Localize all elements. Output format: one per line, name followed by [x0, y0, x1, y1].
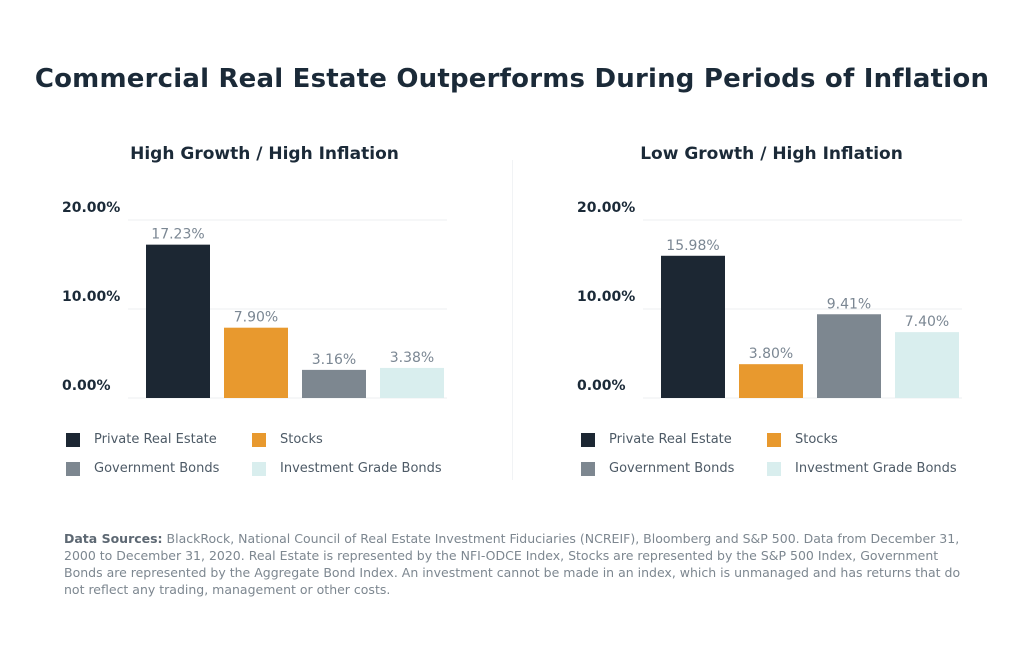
chart-panel-low-growth: Low Growth / High Inflation 0.00% 10.00% 2… [577, 140, 1007, 490]
legend-swatch [767, 432, 781, 447]
y-tick-label: 10.00% [577, 289, 635, 305]
legend-item-investment-grade-bonds: Investment Grade Bonds [252, 461, 442, 476]
bar-government-bonds [302, 369, 366, 398]
legend-label: Stocks [795, 432, 838, 447]
legend-item-private-real-estate: Private Real Estate [66, 432, 217, 447]
legend-item-investment-grade-bonds: Investment Grade Bonds [767, 461, 957, 476]
legend-swatch [66, 432, 80, 447]
panel-divider [512, 160, 513, 480]
legend-item-government-bonds: Government Bonds [581, 461, 734, 476]
data-sources-footnote: Data Sources: BlackRock, National Counci… [64, 530, 964, 598]
panel-title: Low Growth / High Inflation [640, 144, 903, 164]
bar-chart: 0.00% 10.00% 20.00% 17.23% 7.90% 3.16% 3.38% [62, 200, 447, 399]
data-label: 3.80% [749, 346, 793, 362]
data-label: 3.38% [390, 350, 434, 366]
y-tick-label: 20.00% [577, 200, 635, 216]
y-tick-label: 10.00% [62, 289, 120, 305]
chart-title: Commercial Real Estate Outperforms Durin… [34, 64, 990, 94]
bar-investment-grade-bonds [380, 367, 444, 398]
bar-stocks [224, 327, 288, 398]
legend-label: Government Bonds [94, 461, 220, 476]
data-label: 17.23% [151, 227, 204, 243]
data-label: 3.16% [312, 352, 356, 368]
legend-swatch [66, 461, 80, 476]
legend-swatch [252, 432, 266, 447]
legend-label: Investment Grade Bonds [280, 461, 442, 476]
legend-swatch [581, 432, 595, 447]
panel-title: High Growth / High Inflation [130, 144, 399, 164]
chart-panel-high-growth: High Growth / High Inflation 0.00% 10.00%… [62, 140, 492, 490]
legend-label: Stocks [280, 432, 323, 447]
legend-label: Government Bonds [609, 461, 735, 476]
bar-private-real-estate [661, 255, 725, 398]
bar-stocks [739, 364, 803, 398]
bar-government-bonds [817, 314, 881, 398]
y-tick-label: 0.00% [62, 378, 111, 394]
data-label: 15.98% [666, 238, 719, 254]
legend-swatch [767, 461, 781, 476]
legend-item-stocks: Stocks [252, 432, 323, 447]
data-label: 9.41% [827, 296, 871, 312]
y-tick-label: 0.00% [577, 378, 626, 394]
legend-swatch [252, 461, 266, 476]
legend-item-government-bonds: Government Bonds [66, 461, 219, 476]
legend-label: Investment Grade Bonds [795, 461, 957, 476]
legend-item-private-real-estate: Private Real Estate [581, 432, 732, 447]
footnote-text: BlackRock, National Council of Real Esta… [64, 531, 961, 597]
legend-label: Private Real Estate [609, 432, 732, 447]
footnote-label: Data Sources: [64, 531, 163, 546]
bar-chart: 0.00% 10.00% 20.00% 15.98% 3.80% 9.41% 7.40% [577, 200, 962, 399]
data-label: 7.40% [905, 314, 949, 330]
bar-private-real-estate [146, 244, 210, 398]
legend-item-stocks: Stocks [767, 432, 838, 447]
legend-swatch [581, 461, 595, 476]
legend-label: Private Real Estate [94, 432, 217, 447]
y-tick-label: 20.00% [62, 200, 120, 216]
bar-investment-grade-bonds [895, 332, 959, 398]
data-label: 7.90% [234, 310, 278, 326]
